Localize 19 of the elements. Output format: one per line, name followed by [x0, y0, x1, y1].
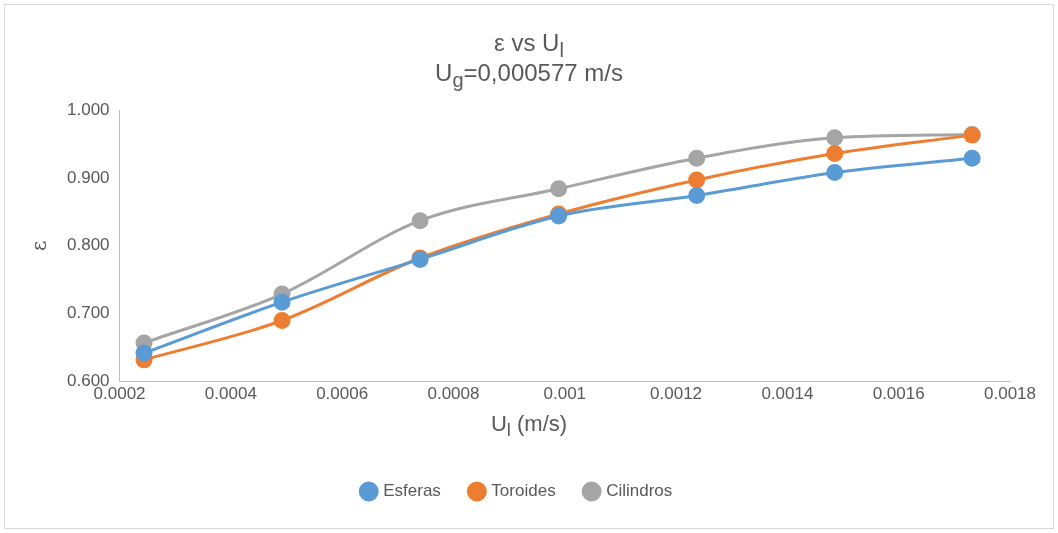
x-tick-label: 0.0016: [872, 384, 925, 404]
y-axis-title: ε: [27, 240, 52, 251]
y-tick-label: 1.000: [66, 99, 110, 119]
legend-label: Cilindros: [606, 481, 673, 501]
y-tick-label: 0.800: [66, 235, 110, 255]
x-tick-label: 0.0014: [761, 384, 814, 404]
y-tick-label: 0.900: [66, 167, 110, 187]
chart-title: ε vs U$_{l}$: [494, 29, 564, 61]
x-axis-title: U$_{l}$ (m/s): [489, 411, 569, 442]
x-tick-label: 0.0018: [984, 384, 1036, 404]
legend-label: Esferas: [383, 481, 441, 501]
x-tick-label: 0.0008: [427, 384, 480, 404]
x-tick-label: 0.0006: [316, 384, 369, 404]
y-tick-label: 0.700: [66, 303, 110, 323]
x-tick-label: 0.0004: [204, 384, 257, 404]
x-tick-label: 0.0012: [650, 384, 703, 404]
x-tick-label: 0.001: [543, 384, 587, 404]
legend-label: Toroides: [491, 481, 556, 501]
chart-subtitle: U$_{g}$=0,000577 m/s: [434, 59, 624, 92]
